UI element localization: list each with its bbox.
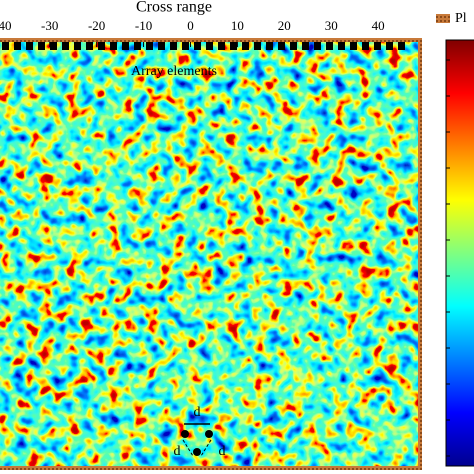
array-element bbox=[302, 42, 309, 50]
array-element bbox=[158, 42, 165, 50]
array-element bbox=[38, 42, 45, 50]
array-element bbox=[386, 42, 393, 50]
x-axis-label: Cross range bbox=[136, 0, 212, 16]
array-element bbox=[98, 42, 105, 50]
array-elements bbox=[2, 42, 405, 50]
x-tick-label: 20 bbox=[278, 18, 291, 33]
array-element bbox=[2, 42, 9, 50]
heatmap-field bbox=[0, 42, 418, 466]
x-tick-label: 30 bbox=[325, 18, 338, 33]
element-dot bbox=[205, 430, 213, 438]
array-element bbox=[218, 42, 225, 50]
array-element bbox=[110, 42, 117, 50]
array-element bbox=[146, 42, 153, 50]
array-element bbox=[194, 42, 201, 50]
colorbar bbox=[445, 39, 474, 467]
array-element bbox=[14, 42, 21, 50]
element-dot bbox=[193, 448, 201, 456]
array-element bbox=[134, 42, 141, 50]
array-element bbox=[230, 42, 237, 50]
legend-swatch bbox=[436, 14, 450, 23]
x-tick-label: -40 bbox=[0, 18, 11, 33]
x-tick-label: 40 bbox=[372, 18, 385, 33]
annotation: Array elements bbox=[131, 64, 217, 79]
array-element bbox=[350, 42, 357, 50]
annotation: d bbox=[219, 444, 226, 459]
array-element bbox=[338, 42, 345, 50]
array-element bbox=[86, 42, 93, 50]
spacing-diagram: d d d bbox=[174, 405, 226, 459]
array-element bbox=[326, 42, 333, 50]
array-element bbox=[122, 42, 129, 50]
annotation: d bbox=[194, 405, 201, 420]
x-tick-label: -10 bbox=[135, 18, 152, 33]
arrow bbox=[200, 439, 212, 457]
legend-label: Pl bbox=[455, 11, 467, 26]
array-element bbox=[290, 42, 297, 50]
array-element bbox=[62, 42, 69, 50]
arrow bbox=[182, 439, 194, 457]
array-element bbox=[374, 42, 381, 50]
array-element bbox=[26, 42, 33, 50]
array-element bbox=[74, 42, 81, 50]
array-element bbox=[50, 42, 57, 50]
array-element bbox=[206, 42, 213, 50]
array-element bbox=[266, 42, 273, 50]
array-element bbox=[398, 42, 405, 50]
array-element bbox=[170, 42, 177, 50]
array-element bbox=[278, 42, 285, 50]
x-tick-label: -20 bbox=[88, 18, 105, 33]
array-element bbox=[242, 42, 249, 50]
array-element bbox=[254, 42, 261, 50]
annotation: d bbox=[174, 444, 181, 459]
element-dot bbox=[181, 430, 189, 438]
x-tick-label: 0 bbox=[187, 18, 194, 33]
x-tick-label: 10 bbox=[231, 18, 244, 33]
array-element bbox=[314, 42, 321, 50]
array-element bbox=[362, 42, 369, 50]
x-tick-label: -30 bbox=[41, 18, 58, 33]
array-element bbox=[182, 42, 189, 50]
